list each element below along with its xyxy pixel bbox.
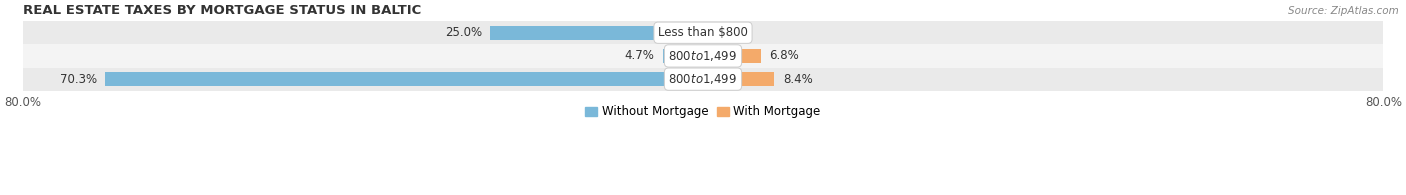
Bar — [703, 72, 775, 86]
Bar — [22, 21, 1384, 44]
Bar — [703, 49, 761, 63]
Bar — [664, 49, 703, 63]
Text: 8.4%: 8.4% — [783, 73, 813, 86]
Text: 25.0%: 25.0% — [444, 26, 482, 39]
Text: $800 to $1,499: $800 to $1,499 — [668, 72, 738, 86]
Bar — [22, 44, 1384, 67]
Text: Less than $800: Less than $800 — [658, 26, 748, 39]
Text: 4.7%: 4.7% — [624, 49, 655, 62]
Text: 6.8%: 6.8% — [769, 49, 799, 62]
Text: 0.0%: 0.0% — [711, 26, 741, 39]
Bar — [22, 67, 1384, 91]
Text: 70.3%: 70.3% — [59, 73, 97, 86]
Bar — [491, 26, 703, 40]
Text: Source: ZipAtlas.com: Source: ZipAtlas.com — [1288, 6, 1399, 16]
Text: $800 to $1,499: $800 to $1,499 — [668, 49, 738, 63]
Text: REAL ESTATE TAXES BY MORTGAGE STATUS IN BALTIC: REAL ESTATE TAXES BY MORTGAGE STATUS IN … — [22, 4, 420, 17]
Legend: Without Mortgage, With Mortgage: Without Mortgage, With Mortgage — [581, 101, 825, 123]
Bar — [105, 72, 703, 86]
